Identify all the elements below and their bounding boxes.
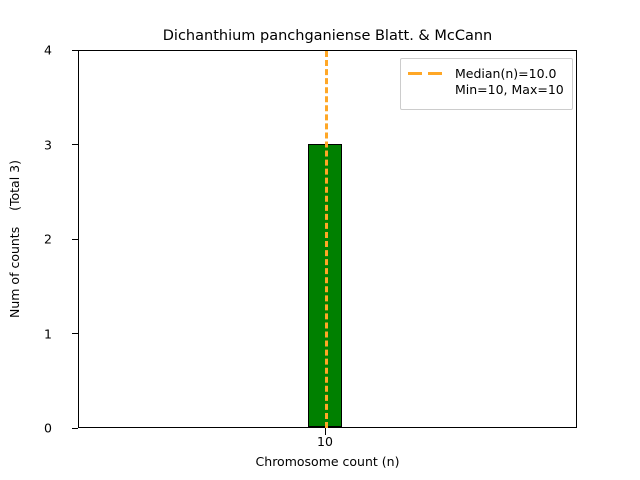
y-tick-mark-0 — [71, 427, 78, 429]
legend-text-block: Median(n)=10.0 Min=10, Max=10 — [455, 66, 564, 98]
y-axis-label: Num of counts (Total 3) — [7, 160, 22, 318]
legend-item-median: Median(n)=10.0 Min=10, Max=10 — [407, 66, 564, 98]
x-tick-label-10: 10 — [317, 434, 333, 449]
y-tick-label-4: 4 — [44, 42, 52, 58]
y-tick-mark-1 — [71, 333, 78, 335]
y-tick-label-2: 2 — [44, 231, 52, 247]
y-tick-mark-3 — [71, 144, 78, 146]
plot-area — [78, 50, 577, 428]
x-axis-label: Chromosome count (n) — [255, 454, 400, 469]
legend-label-median: Median(n)=10.0 — [455, 66, 557, 81]
dashed-line-icon — [407, 66, 447, 81]
y-tick-label-0: 0 — [44, 420, 52, 436]
y-tick-label-3: 3 — [44, 137, 52, 152]
x-tick-mark-10 — [324, 428, 326, 435]
y-tick-mark-4 — [71, 49, 78, 51]
y-axis-label-wrapper: Num of counts (Total 3) — [0, 50, 30, 428]
legend-label-minmax: Min=10, Max=10 — [455, 82, 564, 97]
legend: Median(n)=10.0 Min=10, Max=10 — [400, 58, 573, 110]
median-line — [325, 51, 328, 428]
page-title: Dichanthium panchganiense Blatt. & McCan… — [162, 28, 493, 44]
y-tick-label-1: 1 — [44, 326, 52, 341]
y-tick-mark-2 — [71, 238, 78, 240]
